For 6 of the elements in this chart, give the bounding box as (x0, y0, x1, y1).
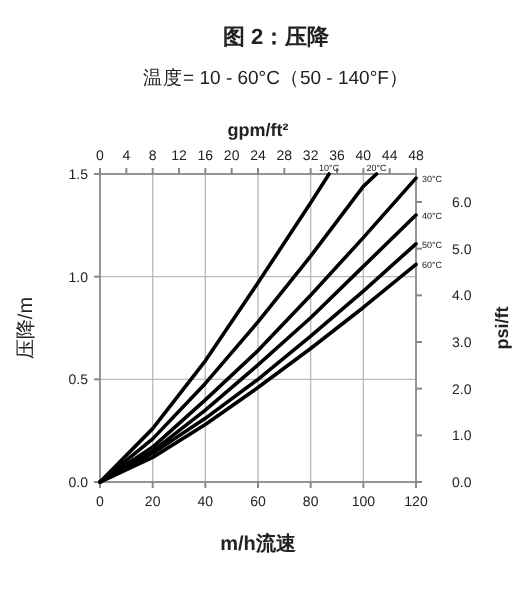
x2-axis-title: gpm/ft² (227, 120, 289, 140)
x-axis-title: m/h流速 (220, 532, 298, 556)
chart-title: 图 2：压降 (222, 24, 332, 50)
y-axis-title: 压降/m (14, 296, 38, 360)
y2-axis-title: psi/ft (492, 306, 512, 350)
chart-subtitle: 温度= 10 - 60°C（50 - 140°F） (143, 66, 409, 90)
